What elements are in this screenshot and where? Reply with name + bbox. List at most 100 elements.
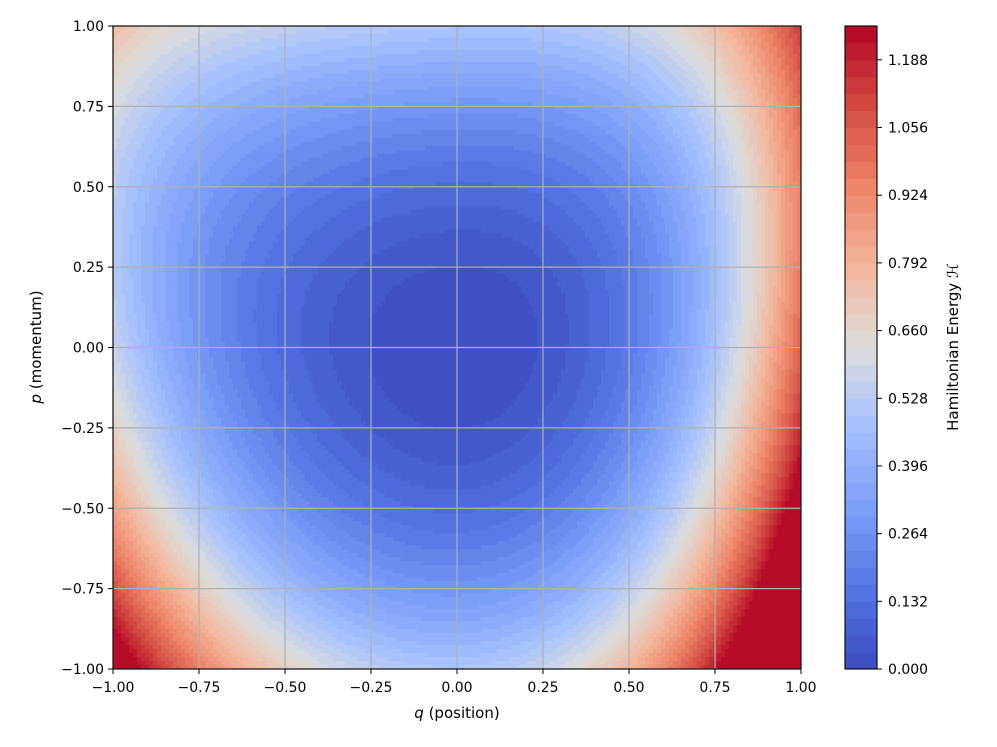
contour-cell: [125, 353, 130, 358]
contour-cell: [117, 250, 122, 255]
contour-cell: [129, 605, 134, 610]
contour-cell: [113, 653, 118, 658]
contour-cell: [125, 86, 130, 91]
contour-cell: [121, 637, 126, 642]
contour-cell: [129, 429, 134, 434]
contour-cell: [129, 318, 134, 323]
contour-cell: [137, 270, 142, 275]
contour-cell: [129, 473, 134, 478]
contour-cell: [125, 118, 130, 123]
contour-cell: [125, 661, 130, 666]
contour-cell: [121, 509, 126, 514]
contour-cell: [133, 326, 138, 331]
contour-cell: [125, 457, 130, 462]
contour-cell: [113, 513, 118, 518]
contour-cell: [141, 581, 146, 586]
contour-cell: [137, 645, 142, 650]
contour-cell: [113, 298, 118, 303]
contour-cell: [117, 657, 122, 662]
contour-cell: [117, 653, 122, 658]
contour-cell: [121, 541, 126, 546]
contour-cell: [117, 142, 122, 147]
contour-cell: [125, 637, 130, 642]
contour-cell: [133, 617, 138, 622]
contour-cell: [117, 601, 122, 606]
contour-cell: [113, 657, 118, 662]
contour-cell: [117, 453, 122, 458]
contour-cell: [141, 545, 146, 550]
contour-cell: [113, 178, 118, 183]
contour-cell: [125, 549, 130, 554]
contour-cell: [133, 174, 138, 179]
contour-cell: [113, 222, 118, 227]
contour-cell: [121, 202, 126, 207]
contour-cell: [141, 417, 146, 422]
contour-cell: [129, 262, 134, 267]
contour-cell: [129, 274, 134, 279]
contour-cell: [133, 621, 138, 626]
contour-cell: [113, 401, 118, 406]
contour-cell: [137, 318, 142, 323]
contour-cell: [129, 134, 134, 139]
contour-cell: [125, 385, 130, 390]
contour-cell: [129, 146, 134, 151]
contour-cell: [137, 617, 142, 622]
contour-cell: [121, 625, 126, 630]
contour-cell: [129, 393, 134, 398]
contour-cell: [141, 110, 146, 115]
contour-cell: [129, 158, 134, 163]
contour-cell: [145, 34, 150, 39]
contour-cell: [121, 226, 126, 231]
contour-cell: [117, 613, 122, 618]
contour-cell: [133, 377, 138, 382]
contour-cell: [133, 134, 138, 139]
contour-cell: [117, 485, 122, 490]
contour-cell: [129, 250, 134, 255]
contour-cell: [113, 565, 118, 570]
contour-cell: [121, 469, 126, 474]
contour-cell: [141, 122, 146, 127]
contour-cell: [137, 30, 142, 35]
contour-cell: [141, 250, 146, 255]
contour-cell: [125, 138, 130, 143]
contour-cell: [113, 633, 118, 638]
contour-cell: [117, 242, 122, 247]
contour-cell: [137, 573, 142, 578]
contour-cell: [117, 481, 122, 486]
contour-cell: [137, 569, 142, 574]
contour-cell: [133, 46, 138, 51]
contour-cell: [141, 409, 146, 414]
contour-cell: [125, 122, 130, 127]
contour-cell: [133, 465, 138, 470]
contour-cell: [145, 110, 150, 115]
contour-cell: [117, 537, 122, 542]
contour-cell: [113, 78, 118, 83]
contour-cell: [113, 310, 118, 315]
contour-cell: [113, 517, 118, 522]
contour-cell: [125, 633, 130, 638]
contour-cell: [133, 373, 138, 378]
contour-cell: [117, 126, 122, 131]
contour-cell: [117, 154, 122, 159]
contour-cell: [129, 541, 134, 546]
contour-cell: [141, 178, 146, 183]
contour-cell: [129, 621, 134, 626]
contour-cell: [137, 166, 142, 171]
contour-cell: [113, 330, 118, 335]
contour-cell: [133, 445, 138, 450]
contour-cell: [129, 397, 134, 402]
contour-cell: [133, 342, 138, 347]
contour-cell: [145, 42, 150, 47]
contour-cell: [125, 485, 130, 490]
contour-cell: [113, 158, 118, 163]
contour-cell: [125, 174, 130, 179]
contour-cell: [133, 98, 138, 103]
contour-cell: [117, 206, 122, 211]
contour-cell: [133, 50, 138, 55]
contour-cell: [129, 50, 134, 55]
contour-cell: [137, 641, 142, 646]
contour-cell: [121, 230, 126, 235]
contour-cell: [125, 477, 130, 482]
contour-cell: [141, 94, 146, 99]
contour-cell: [129, 433, 134, 438]
